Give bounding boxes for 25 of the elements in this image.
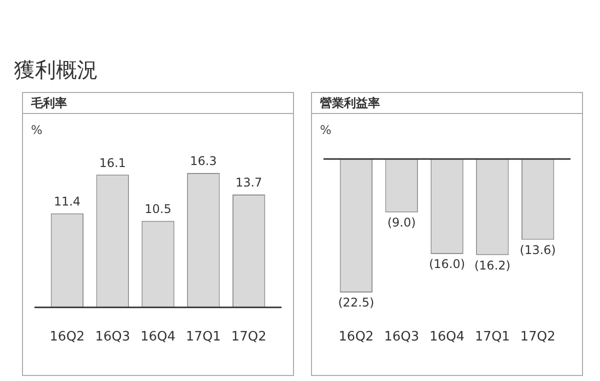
data-label: (13.6) xyxy=(520,242,556,257)
x-tick-label: 16Q3 xyxy=(384,330,420,345)
x-tick-label: 17Q2 xyxy=(231,330,266,345)
x-tick-label: 16Q4 xyxy=(140,330,176,345)
data-label: (16.2) xyxy=(474,258,510,272)
chart-title: 營業利益率 xyxy=(312,93,582,114)
x-tick-label: 16Q2 xyxy=(338,330,374,345)
data-label: 11.4 xyxy=(54,194,81,209)
x-tick-label: 17Q1 xyxy=(474,330,510,345)
x-tick-label: 16Q2 xyxy=(50,330,85,345)
chart-title: 毛利率 xyxy=(23,93,293,114)
data-label: (16.0) xyxy=(428,257,466,272)
data-label: 16.1 xyxy=(99,156,126,170)
x-tick-label: 16Q4 xyxy=(429,330,465,345)
data-label: (22.5) xyxy=(338,296,374,310)
x-tick-label: 16Q3 xyxy=(95,330,130,345)
x-tick-label: 17Q2 xyxy=(520,330,556,345)
data-label: 16.3 xyxy=(190,154,217,168)
data-label: 13.7 xyxy=(235,176,262,190)
data-label: (9.0) xyxy=(387,216,416,230)
data-label: 10.5 xyxy=(144,202,172,216)
x-tick-label: 17Q1 xyxy=(186,330,221,345)
text: 獲利概況 xyxy=(14,57,98,84)
y-axis-title: % xyxy=(31,123,42,137)
y-axis-title: % xyxy=(320,123,332,137)
